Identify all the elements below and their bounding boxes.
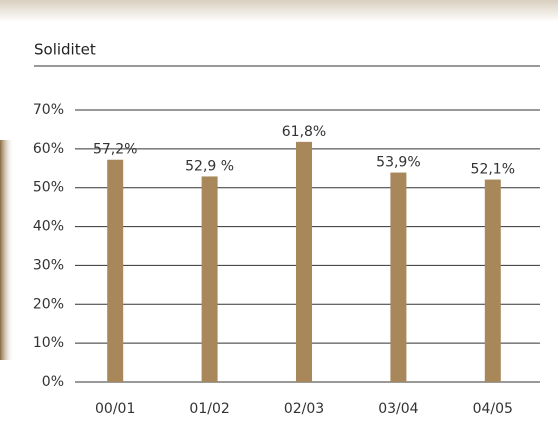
value-label: 53,9%	[376, 155, 420, 171]
y-tick-label: 70%	[33, 102, 64, 118]
side-backdrop	[0, 140, 14, 360]
bar	[201, 176, 218, 382]
x-tick-label: 00/01	[95, 401, 135, 417]
bar	[107, 159, 124, 382]
chart-title: Soliditet	[34, 41, 96, 59]
y-tick-label: 50%	[33, 180, 64, 196]
value-label: 57,2%	[93, 142, 137, 158]
header-backdrop	[0, 0, 558, 22]
y-tick-label: 10%	[33, 335, 64, 351]
y-tick-label: 0%	[42, 374, 64, 390]
x-tick-label: 02/03	[284, 401, 324, 417]
y-tick-label: 60%	[33, 141, 64, 157]
x-tick-label: 01/02	[189, 401, 229, 417]
bar	[390, 172, 407, 382]
x-tick-label: 04/05	[473, 401, 513, 417]
y-tick-label: 40%	[33, 219, 64, 235]
y-tick-label: 30%	[33, 257, 64, 273]
value-label: 52,1%	[471, 162, 515, 178]
value-label: 52,9 %	[185, 158, 234, 174]
bar	[484, 179, 501, 382]
bar	[296, 141, 312, 382]
value-label: 61,8%	[282, 124, 326, 140]
x-tick-label: 03/04	[378, 401, 418, 417]
y-tick-label: 20%	[33, 296, 64, 312]
